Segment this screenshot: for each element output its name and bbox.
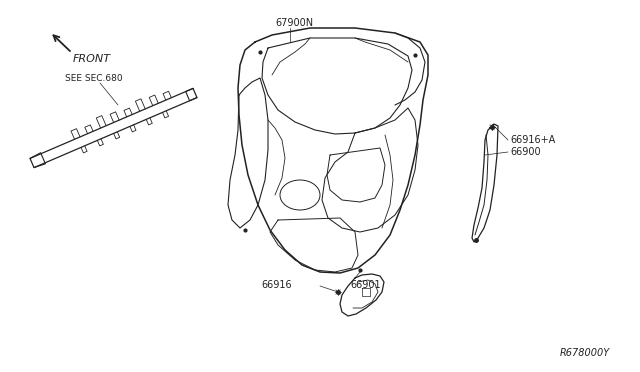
Text: 66900: 66900 xyxy=(510,147,541,157)
Text: SEE SEC.680: SEE SEC.680 xyxy=(65,74,123,83)
Text: 67900N: 67900N xyxy=(275,18,313,28)
Text: FRONT: FRONT xyxy=(73,54,111,64)
Text: 66916: 66916 xyxy=(261,280,292,290)
Text: 66901: 66901 xyxy=(350,280,381,290)
Text: R678000Y: R678000Y xyxy=(560,348,610,358)
Text: 66916+A: 66916+A xyxy=(510,135,556,145)
